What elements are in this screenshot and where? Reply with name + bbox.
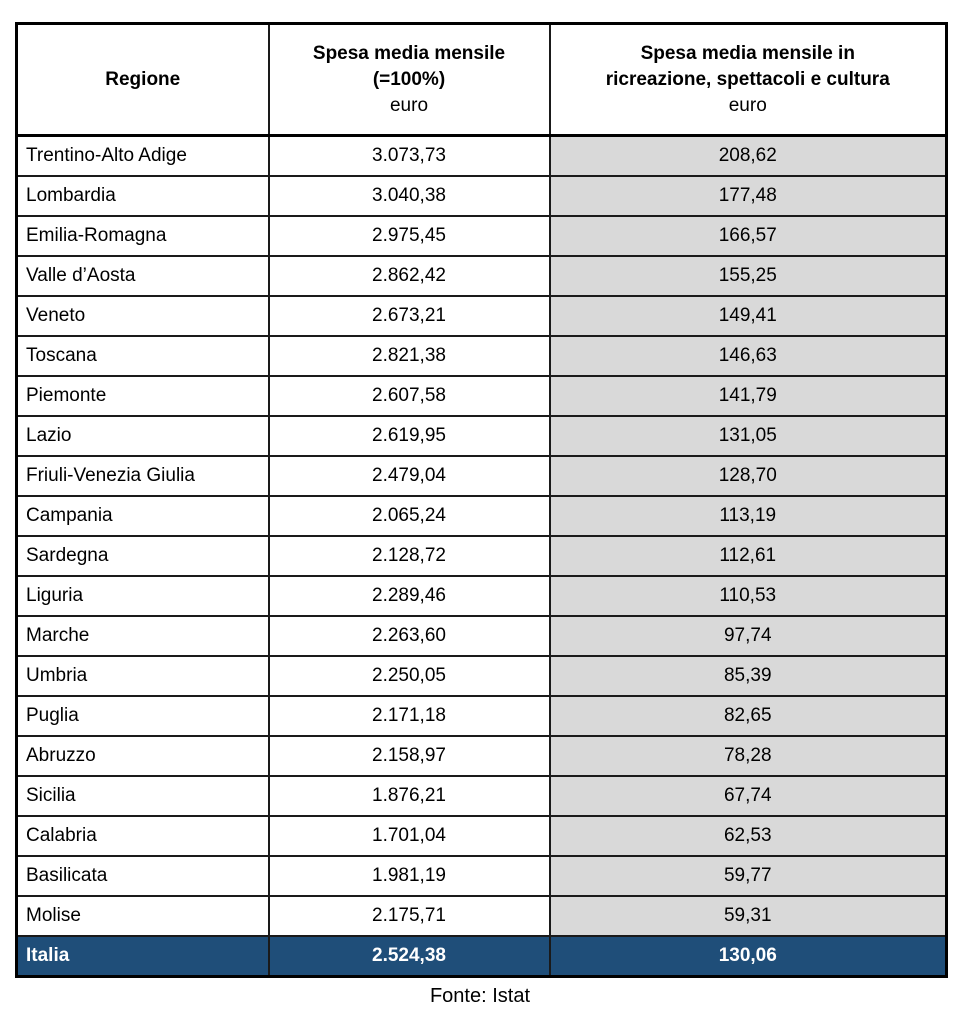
spesa-media-cell: 1.701,04 [267, 815, 551, 857]
table-row: Liguria 2.289,46 110,53 [15, 575, 948, 617]
spesa-ricreazione-cell: 166,57 [548, 215, 948, 257]
region-cell: Lazio [15, 415, 270, 457]
column-header-spesa-media: Spesa media mensile (=100%) euro [267, 22, 551, 137]
total-row-italia: Italia 2.524,38 130,06 [15, 935, 948, 978]
spesa-ricreazione-cell: 59,77 [548, 855, 948, 897]
column-header-spesa-ricreazione-line1: Spesa media mensile in [640, 42, 855, 64]
region-cell: Basilicata [15, 855, 270, 897]
spesa-media-cell: 2.128,72 [267, 535, 551, 577]
source-note: Fonte: Istat [429, 985, 531, 1007]
spesa-ricreazione-cell: 85,39 [548, 655, 948, 697]
region-cell: Molise [15, 895, 270, 937]
region-cell: Trentino-Alto Adige [15, 134, 270, 177]
column-header-spesa-ricreazione-line2: ricreazione, spettacoli e cultura [605, 68, 890, 90]
column-header-spesa-ricreazione: Spesa media mensile in ricreazione, spet… [548, 22, 948, 137]
region-cell: Toscana [15, 335, 270, 377]
spesa-ricreazione-cell: 141,79 [548, 375, 948, 417]
header-row: Regione Spesa media mensile (=100%) euro… [15, 22, 948, 137]
region-cell: Friuli-Venezia Giulia [15, 455, 270, 497]
region-cell: Sardegna [15, 535, 270, 577]
spesa-media-cell: 2.158,97 [267, 735, 551, 777]
column-header-spesa-media-unit: euro [389, 94, 429, 116]
column-header-regione-label: Regione [105, 68, 181, 90]
column-header-spesa-media-line1: Spesa media mensile [312, 42, 506, 64]
table-row: Puglia 2.171,18 82,65 [15, 695, 948, 737]
spesa-media-cell: 2.171,18 [267, 695, 551, 737]
table-row: Sicilia 1.876,21 67,74 [15, 775, 948, 817]
column-header-spesa-ricreazione-unit: euro [728, 94, 767, 116]
spending-table: Regione Spesa media mensile (=100%) euro… [15, 22, 948, 978]
spesa-ricreazione-cell: 131,05 [548, 415, 948, 457]
region-cell: Abruzzo [15, 735, 270, 777]
table-row: Toscana 2.821,38 146,63 [15, 335, 948, 377]
spesa-ricreazione-cell: 110,53 [548, 575, 948, 617]
region-cell: Piemonte [15, 375, 270, 417]
table-row: Calabria 1.701,04 62,53 [15, 815, 948, 857]
region-cell: Calabria [15, 815, 270, 857]
spesa-ricreazione-cell: 128,70 [548, 455, 948, 497]
spesa-ricreazione-cell: 112,61 [548, 535, 948, 577]
spesa-ricreazione-cell: 149,41 [548, 295, 948, 337]
region-cell: Veneto [15, 295, 270, 337]
table-row: Marche 2.263,60 97,74 [15, 615, 948, 657]
table-row: Valle d’Aosta 2.862,42 155,25 [15, 255, 948, 297]
total-spesa-ricreazione-cell: 130,06 [548, 935, 948, 978]
spesa-media-cell: 2.619,95 [267, 415, 551, 457]
table-row: Abruzzo 2.158,97 78,28 [15, 735, 948, 777]
table-row: Umbria 2.250,05 85,39 [15, 655, 948, 697]
spesa-ricreazione-cell: 177,48 [548, 175, 948, 217]
spesa-media-cell: 1.876,21 [267, 775, 551, 817]
spesa-ricreazione-cell: 208,62 [548, 134, 948, 177]
spesa-ricreazione-cell: 82,65 [548, 695, 948, 737]
spesa-media-cell: 3.073,73 [267, 134, 551, 177]
spesa-media-cell: 2.607,58 [267, 375, 551, 417]
spesa-ricreazione-cell: 113,19 [548, 495, 948, 537]
column-header-spesa-media-line2: (=100%) [372, 68, 446, 90]
table-row: Lazio 2.619,95 131,05 [15, 415, 948, 457]
region-cell: Marche [15, 615, 270, 657]
spesa-media-cell: 2.862,42 [267, 255, 551, 297]
region-cell: Umbria [15, 655, 270, 697]
spesa-ricreazione-cell: 62,53 [548, 815, 948, 857]
spesa-media-cell: 2.289,46 [267, 575, 551, 617]
table-row: Lombardia 3.040,38 177,48 [15, 175, 948, 217]
table-row: Emilia-Romagna 2.975,45 166,57 [15, 215, 948, 257]
spesa-media-cell: 2.673,21 [267, 295, 551, 337]
table-row: Molise 2.175,71 59,31 [15, 895, 948, 937]
spesa-ricreazione-cell: 146,63 [548, 335, 948, 377]
table-row: Sardegna 2.128,72 112,61 [15, 535, 948, 577]
total-region-cell: Italia [15, 935, 270, 978]
table-row: Veneto 2.673,21 149,41 [15, 295, 948, 337]
spesa-ricreazione-cell: 59,31 [548, 895, 948, 937]
region-cell: Sicilia [15, 775, 270, 817]
column-header-regione: Regione [15, 22, 270, 137]
spesa-media-cell: 2.479,04 [267, 455, 551, 497]
spesa-media-cell: 3.040,38 [267, 175, 551, 217]
spesa-media-cell: 2.250,05 [267, 655, 551, 697]
spesa-ricreazione-cell: 155,25 [548, 255, 948, 297]
total-spesa-media-cell: 2.524,38 [267, 935, 551, 978]
spesa-ricreazione-cell: 78,28 [548, 735, 948, 777]
region-cell: Liguria [15, 575, 270, 617]
spesa-media-cell: 1.981,19 [267, 855, 551, 897]
table-row: Trentino-Alto Adige 3.073,73 208,62 [15, 134, 948, 177]
spesa-media-cell: 2.065,24 [267, 495, 551, 537]
region-cell: Campania [15, 495, 270, 537]
region-cell: Valle d’Aosta [15, 255, 270, 297]
spesa-ricreazione-cell: 97,74 [548, 615, 948, 657]
table-row: Campania 2.065,24 113,19 [15, 495, 948, 537]
spesa-media-cell: 2.821,38 [267, 335, 551, 377]
region-cell: Lombardia [15, 175, 270, 217]
region-cell: Emilia-Romagna [15, 215, 270, 257]
spesa-ricreazione-cell: 67,74 [548, 775, 948, 817]
table-row: Piemonte 2.607,58 141,79 [15, 375, 948, 417]
spesa-media-cell: 2.263,60 [267, 615, 551, 657]
table-row: Basilicata 1.981,19 59,77 [15, 855, 948, 897]
spesa-media-cell: 2.175,71 [267, 895, 551, 937]
table-row: Friuli-Venezia Giulia 2.479,04 128,70 [15, 455, 948, 497]
spesa-media-cell: 2.975,45 [267, 215, 551, 257]
region-cell: Puglia [15, 695, 270, 737]
